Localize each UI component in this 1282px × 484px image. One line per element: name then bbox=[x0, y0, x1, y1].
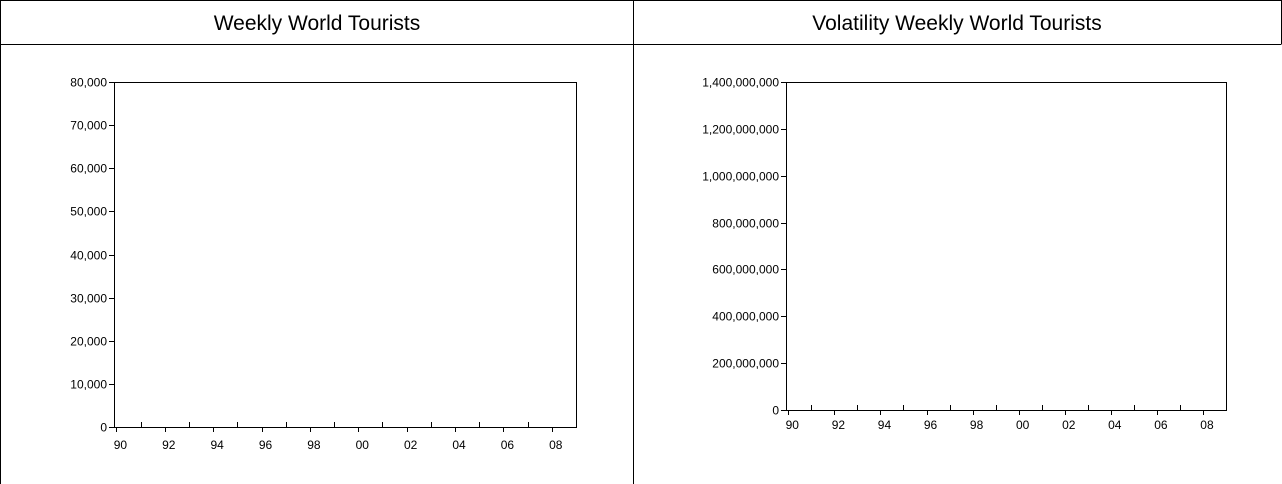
x-tick-label: 00 bbox=[1016, 418, 1030, 432]
x-tick-label: 92 bbox=[832, 418, 846, 432]
x-tick-label: 96 bbox=[259, 438, 273, 452]
x-tick-label: 98 bbox=[970, 418, 984, 432]
x-tick-label: 90 bbox=[114, 438, 128, 452]
y-tick-label: 1,400,000,000 bbox=[702, 76, 779, 90]
x-tick-label: 08 bbox=[1200, 418, 1214, 432]
y-tick-label: 40,000 bbox=[70, 249, 107, 263]
y-tick-label: 1,000,000,000 bbox=[702, 170, 779, 184]
x-tick-label: 94 bbox=[210, 438, 224, 452]
x-tick-label: 90 bbox=[786, 418, 800, 432]
chart-weekly-world-tourists: 0 10,000 20,000 30,000 40,000 50,000 60,000 70,… bbox=[70, 76, 577, 452]
plot-area bbox=[786, 82, 1227, 411]
x-tick-label: 96 bbox=[924, 418, 938, 432]
y-tick-label: 600,000,000 bbox=[712, 263, 779, 277]
plot-area bbox=[114, 82, 577, 428]
y-tick-label: 200,000,000 bbox=[712, 357, 779, 371]
y-tick-label: 1,200,000,000 bbox=[702, 123, 779, 137]
x-tick-label: 92 bbox=[162, 438, 176, 452]
x-tick-label: 04 bbox=[1108, 418, 1122, 432]
y-tick-label: 20,000 bbox=[70, 335, 107, 349]
y-tick-label: 400,000,000 bbox=[712, 310, 779, 324]
x-tick-label: 94 bbox=[878, 418, 892, 432]
y-tick-label: 10,000 bbox=[70, 378, 107, 392]
x-tick-label: 04 bbox=[452, 438, 466, 452]
x-tick-label: 02 bbox=[404, 438, 418, 452]
y-tick-label: 60,000 bbox=[70, 162, 107, 176]
x-tick-label: 00 bbox=[356, 438, 370, 452]
x-tick-label: 08 bbox=[549, 438, 563, 452]
x-tick-label: 06 bbox=[1154, 418, 1168, 432]
y-tick-label: 70,000 bbox=[70, 119, 107, 133]
panel-header-right: Volatility Weekly World Tourists bbox=[812, 12, 1101, 35]
y-tick-label: 80,000 bbox=[70, 76, 107, 90]
y-tick-label: 50,000 bbox=[70, 205, 107, 219]
y-tick-label: 0 bbox=[100, 421, 107, 435]
chart-volatility-weekly-world-tourists: 0 200,000,000 400,000,000 600,000,000 800,00… bbox=[702, 76, 1227, 432]
x-tick-label: 06 bbox=[501, 438, 515, 452]
panel-header-left: Weekly World Tourists bbox=[214, 12, 421, 35]
y-tick-label: 30,000 bbox=[70, 292, 107, 306]
x-tick-label: 98 bbox=[307, 438, 321, 452]
y-tick-label: 800,000,000 bbox=[712, 217, 779, 231]
y-tick-label: 0 bbox=[772, 404, 779, 418]
x-tick-label: 02 bbox=[1062, 418, 1076, 432]
